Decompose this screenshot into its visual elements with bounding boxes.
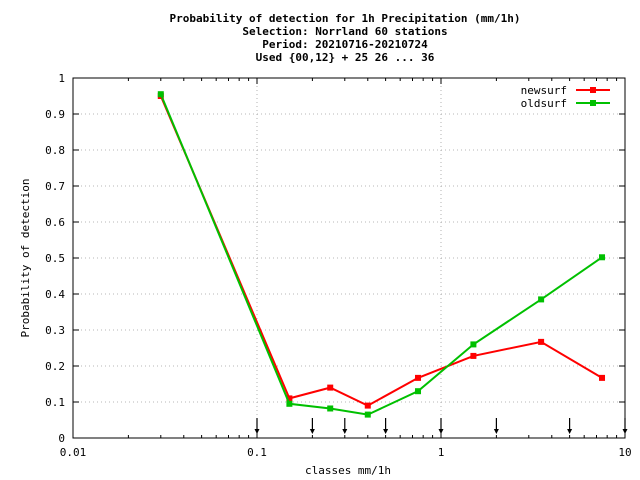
class-limit-arrowhead [254, 429, 260, 434]
x-tick-label: 0.01 [60, 446, 87, 459]
series-line-newsurf [159, 95, 603, 407]
data-series [157, 91, 606, 418]
chart-title: Probability of detection for 1h Precipit… [170, 12, 521, 64]
data-point-oldsurf [157, 91, 164, 98]
data-point-newsurf [364, 402, 371, 409]
y-axis-ticks: 0 0.1 0.2 0.3 0.4 0.5 0.6 0.7 0.8 0.9 1 [45, 72, 625, 445]
class-limit-arrowhead [309, 429, 315, 434]
x-axis-label: classes mm/1h [305, 464, 391, 477]
x-tick-label: 1 [438, 446, 445, 459]
data-point-oldsurf [327, 405, 334, 412]
y-tick-label: 0.5 [45, 252, 65, 265]
chart-title-line: Probability of detection for 1h Precipit… [170, 12, 521, 25]
y-tick-label: 0.3 [45, 324, 65, 337]
data-point-newsurf [599, 374, 606, 381]
y-tick-label: 0.4 [45, 288, 65, 301]
legend-marker [590, 87, 596, 93]
data-point-oldsurf [470, 341, 477, 348]
chart-title-line: Used {00,12} + 25 26 ... 36 [256, 51, 435, 64]
class-limit-arrowhead [567, 429, 573, 434]
legend-label: newsurf [521, 84, 567, 97]
legend-label: oldsurf [521, 97, 567, 110]
y-axis-label: Probability of detection [19, 179, 32, 338]
chart-title-line: Selection: Norrland 60 stations [242, 25, 447, 38]
data-point-newsurf [538, 338, 545, 345]
series-line-oldsurf [159, 93, 603, 416]
x-tick-label: 0.1 [247, 446, 267, 459]
y-tick-label: 0 [58, 432, 65, 445]
data-point-oldsurf [286, 400, 293, 407]
x-tick-label: 10 [618, 446, 631, 459]
class-limit-markers [254, 418, 628, 434]
data-point-newsurf [415, 374, 422, 381]
data-point-oldsurf [599, 254, 606, 261]
data-point-oldsurf [364, 411, 371, 418]
class-limit-arrowhead [493, 429, 499, 434]
data-point-newsurf [286, 395, 293, 402]
legend-marker [590, 100, 596, 106]
class-limit-arrowhead [383, 429, 389, 434]
data-point-oldsurf [538, 296, 545, 303]
y-tick-label: 0.8 [45, 144, 65, 157]
data-point-newsurf [470, 352, 477, 359]
class-limit-arrowhead [438, 429, 444, 434]
y-tick-label: 0.7 [45, 180, 65, 193]
y-tick-label: 0.9 [45, 108, 65, 121]
x-axis-ticks: 0.01 0.1 1 10 [60, 78, 632, 459]
class-limit-arrowhead [342, 429, 348, 434]
grid [73, 78, 625, 438]
chart-title-line: Period: 20210716-20210724 [262, 38, 428, 51]
data-point-oldsurf [415, 388, 422, 395]
data-point-newsurf [327, 384, 334, 391]
y-tick-label: 1 [58, 72, 65, 85]
y-tick-label: 0.2 [45, 360, 65, 373]
y-tick-label: 0.6 [45, 216, 65, 229]
y-tick-label: 0.1 [45, 396, 65, 409]
